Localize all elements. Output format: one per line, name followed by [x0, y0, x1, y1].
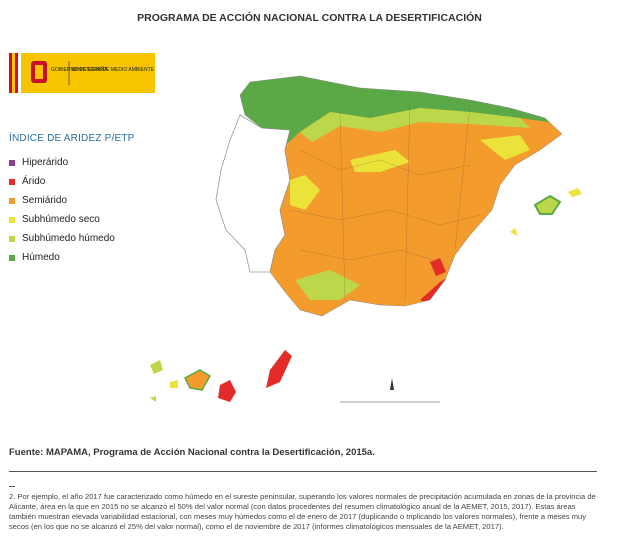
- source: Fuente: MAPAMA, Programa de Acción Nacio…: [9, 447, 375, 458]
- footnote-rule: [9, 486, 15, 487]
- legend-label: Hiperárido: [22, 157, 69, 168]
- legend-swatch: [9, 197, 15, 204]
- legend-item: Subhúmedo húmedo: [9, 229, 115, 248]
- legend: Hiperárido Árido Semiárido Subhúmedo seco Su…: [9, 153, 115, 267]
- legend-label: Árido: [22, 176, 46, 187]
- legend-title: ÍNDICE DE ARIDEZ P/ETP: [9, 133, 135, 144]
- logo-ministry: MINISTERIO DE MEDIO AMBIENTE: [72, 67, 155, 73]
- legend-item: Hiperárido: [9, 153, 115, 172]
- legend-swatch: [9, 254, 15, 261]
- logo: GOBIERNO DE ESPAÑA MINISTERIO DE MEDIO A…: [9, 53, 155, 93]
- legend-label: Subhúmedo seco: [22, 214, 100, 225]
- legend-item: Semiárido: [9, 191, 115, 210]
- legend-swatch: [9, 159, 15, 166]
- legend-label: Subhúmedo húmedo: [22, 233, 115, 244]
- legend-swatch: [9, 216, 15, 223]
- legend-label: Semiárido: [22, 195, 68, 206]
- legend-label: Húmedo: [22, 252, 60, 263]
- map: [150, 75, 582, 403]
- logo-government: GOBIERNO DE ESPAÑA: [51, 66, 108, 73]
- legend-item: Árido: [9, 172, 115, 191]
- separator: [9, 471, 597, 472]
- legend-item: Húmedo: [9, 248, 115, 267]
- legend-swatch: [9, 178, 15, 185]
- legend-item: Subhúmedo seco: [9, 210, 115, 229]
- legend-swatch: [9, 235, 15, 242]
- page-title: PROGRAMA DE ACCIÓN NACIONAL CONTRA LA DE…: [137, 12, 482, 24]
- footnote: 2. Por ejemplo, el año 2017 fue caracter…: [9, 492, 596, 531]
